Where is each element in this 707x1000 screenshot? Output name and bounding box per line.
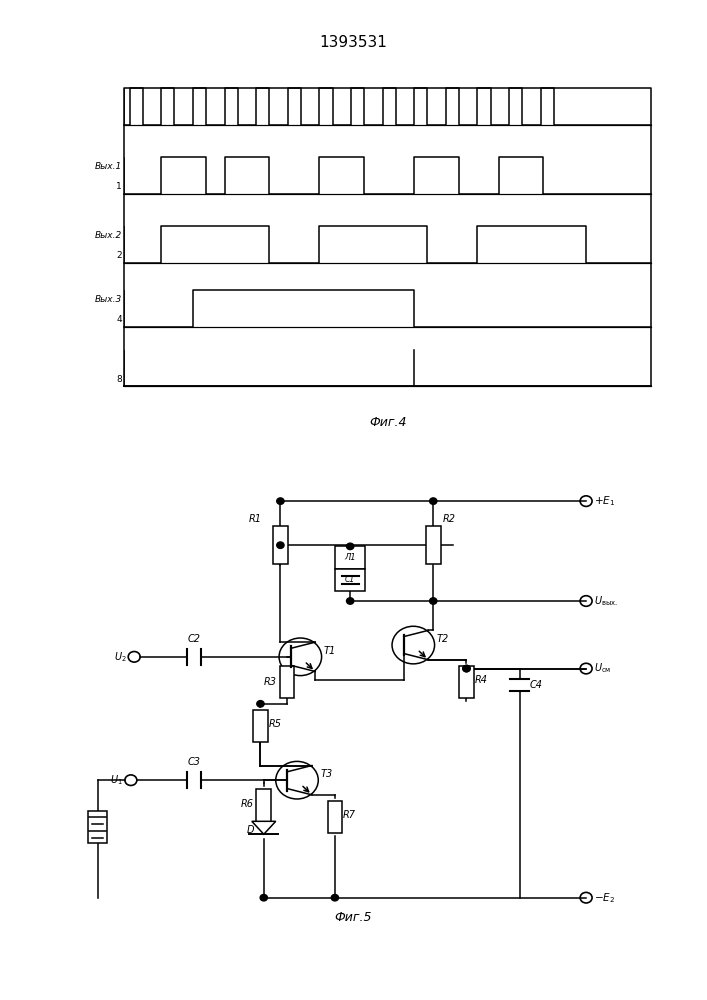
Bar xyxy=(335,569,365,591)
Text: R3: R3 xyxy=(264,677,277,687)
Circle shape xyxy=(463,665,470,672)
Bar xyxy=(253,710,268,742)
Circle shape xyxy=(430,498,437,504)
Bar xyxy=(273,526,288,564)
Text: $-E_2$: $-E_2$ xyxy=(594,891,615,905)
Text: Т2: Т2 xyxy=(437,634,449,644)
Text: Фиг.4: Фиг.4 xyxy=(369,416,407,429)
Text: С2: С2 xyxy=(187,634,201,644)
Text: $U_1$: $U_1$ xyxy=(110,773,123,787)
Text: Вых.2: Вых.2 xyxy=(95,231,122,239)
Text: Л1: Л1 xyxy=(344,553,356,562)
Circle shape xyxy=(430,598,437,604)
Bar xyxy=(327,801,342,833)
Circle shape xyxy=(260,894,267,901)
Text: Вых.1: Вых.1 xyxy=(95,162,122,171)
Circle shape xyxy=(346,543,354,550)
Bar xyxy=(335,546,365,569)
Bar xyxy=(459,666,474,698)
Text: R4: R4 xyxy=(474,675,487,685)
Circle shape xyxy=(332,894,339,901)
Text: Т1: Т1 xyxy=(324,646,336,656)
Bar xyxy=(257,789,271,822)
Text: R1: R1 xyxy=(249,514,262,524)
Text: D: D xyxy=(246,825,254,835)
Text: Т3: Т3 xyxy=(320,769,332,779)
Text: С1: С1 xyxy=(345,575,356,584)
Text: Фиг.5: Фиг.5 xyxy=(334,911,373,924)
Text: 2: 2 xyxy=(116,251,122,260)
Text: $U_2$: $U_2$ xyxy=(114,650,127,664)
Circle shape xyxy=(276,542,284,548)
Text: R2: R2 xyxy=(443,514,455,524)
Circle shape xyxy=(257,701,264,707)
Text: 1: 1 xyxy=(116,182,122,191)
Text: С4: С4 xyxy=(530,680,542,690)
Bar xyxy=(426,526,440,564)
Circle shape xyxy=(276,498,284,504)
Text: $U_{\text{вых.}}$: $U_{\text{вых.}}$ xyxy=(594,594,618,608)
Text: 1393531: 1393531 xyxy=(320,35,387,50)
Text: 4: 4 xyxy=(116,315,122,324)
Bar xyxy=(280,666,294,698)
Text: 8: 8 xyxy=(116,375,122,384)
Text: $+E_1$: $+E_1$ xyxy=(594,494,615,508)
Text: $U_{\text{см}}$: $U_{\text{см}}$ xyxy=(594,662,612,675)
Circle shape xyxy=(346,598,354,604)
Text: Вых.3: Вых.3 xyxy=(95,295,122,304)
Text: R5: R5 xyxy=(269,719,281,729)
Text: С3: С3 xyxy=(187,757,201,767)
Polygon shape xyxy=(252,821,276,834)
Text: R7: R7 xyxy=(343,810,356,820)
Circle shape xyxy=(463,665,470,672)
Text: R6: R6 xyxy=(241,799,254,809)
Bar xyxy=(88,811,107,843)
